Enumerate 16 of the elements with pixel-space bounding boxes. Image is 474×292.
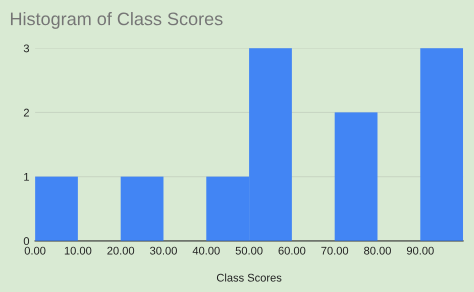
x-tick-label: 40.00 bbox=[192, 246, 220, 255]
y-tick-label: 3 bbox=[24, 44, 30, 52]
x-tick-label: 70.00 bbox=[321, 246, 348, 255]
x-tick-label: 50.00 bbox=[236, 246, 263, 255]
x-tick-label: 20.00 bbox=[107, 246, 134, 255]
x-axis-title: Class Scores bbox=[216, 273, 282, 282]
x-tick-label: 80.00 bbox=[364, 246, 391, 255]
y-tick-label: 0 bbox=[24, 237, 30, 246]
x-tick-label: 0.00 bbox=[24, 246, 46, 255]
y-tick-label: 2 bbox=[24, 108, 29, 116]
chart-title: Histogram of Class Scores bbox=[10, 12, 223, 29]
x-tick-label: 10.00 bbox=[64, 246, 92, 255]
x-tick-label: 90.00 bbox=[406, 246, 434, 255]
x-tick-label: 60.00 bbox=[278, 246, 306, 255]
x-tick-label: 30.00 bbox=[150, 246, 177, 255]
y-tick-label: 1 bbox=[24, 173, 29, 181]
